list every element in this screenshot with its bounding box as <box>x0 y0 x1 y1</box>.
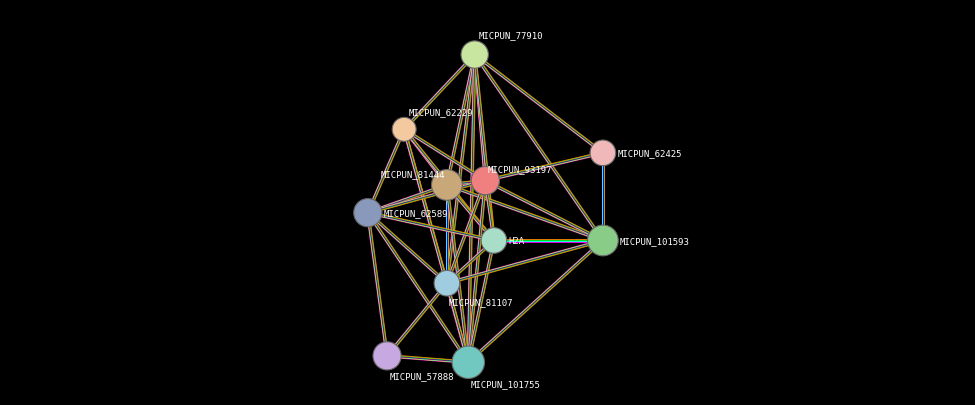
Text: MICPUN_57888: MICPUN_57888 <box>389 371 453 380</box>
Circle shape <box>481 228 507 254</box>
Circle shape <box>354 199 382 227</box>
Circle shape <box>432 170 462 201</box>
Circle shape <box>588 226 618 256</box>
Text: MICPUN_93197: MICPUN_93197 <box>488 165 552 174</box>
Circle shape <box>434 271 460 296</box>
Text: MICPUN_62589: MICPUN_62589 <box>383 209 448 217</box>
Text: H2A: H2A <box>509 237 525 245</box>
Text: MICPUN_81444: MICPUN_81444 <box>380 169 445 178</box>
Circle shape <box>471 167 499 195</box>
Text: MICPUN_81107: MICPUN_81107 <box>449 297 514 306</box>
Text: MICPUN_101593: MICPUN_101593 <box>620 237 690 245</box>
Circle shape <box>452 346 485 379</box>
Circle shape <box>461 42 488 69</box>
Text: MICPUN_101755: MICPUN_101755 <box>470 379 540 388</box>
Text: MICPUN_62229: MICPUN_62229 <box>409 108 473 117</box>
Text: MICPUN_77910: MICPUN_77910 <box>479 32 543 40</box>
Text: MICPUN_62425: MICPUN_62425 <box>618 149 682 158</box>
Circle shape <box>392 118 416 142</box>
Circle shape <box>373 342 401 370</box>
Circle shape <box>590 141 615 166</box>
